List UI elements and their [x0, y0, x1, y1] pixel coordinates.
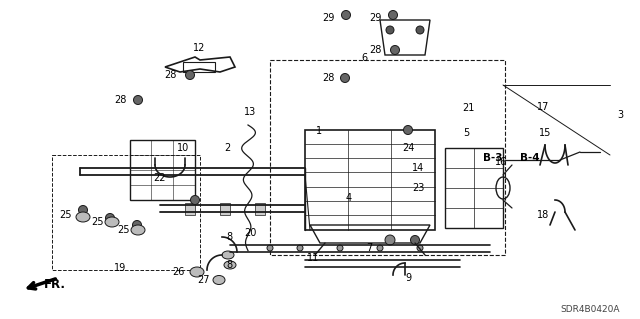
Text: 12: 12	[193, 43, 205, 53]
Circle shape	[386, 26, 394, 34]
Text: FR.: FR.	[44, 278, 66, 292]
Circle shape	[186, 70, 195, 79]
Bar	[255, 203, 265, 215]
Text: 4: 4	[346, 193, 352, 203]
Circle shape	[267, 245, 273, 251]
Circle shape	[342, 11, 351, 19]
Text: 21: 21	[462, 103, 474, 113]
Text: 25: 25	[59, 210, 71, 220]
Text: 25: 25	[91, 217, 103, 227]
Ellipse shape	[131, 225, 145, 235]
Circle shape	[403, 125, 413, 135]
Circle shape	[417, 245, 423, 251]
Ellipse shape	[105, 217, 119, 227]
Circle shape	[106, 213, 115, 222]
Circle shape	[191, 196, 200, 204]
Circle shape	[132, 220, 141, 229]
Text: 24: 24	[402, 143, 414, 153]
Text: SDR4B0420A: SDR4B0420A	[561, 306, 620, 315]
Text: 2: 2	[224, 143, 230, 153]
Text: 5: 5	[463, 128, 469, 138]
Text: 15: 15	[539, 128, 551, 138]
Circle shape	[390, 46, 399, 55]
Text: 6: 6	[361, 53, 367, 63]
Text: 20: 20	[244, 228, 256, 238]
Text: 3: 3	[617, 110, 623, 120]
Text: 13: 13	[244, 107, 256, 117]
Bar	[130, 140, 195, 200]
Text: 22: 22	[153, 173, 165, 183]
Text: 25: 25	[116, 225, 129, 235]
Ellipse shape	[222, 251, 234, 259]
Text: 26: 26	[172, 267, 184, 277]
Text: 28: 28	[322, 73, 334, 83]
Text: B-4: B-4	[520, 153, 540, 163]
Bar	[270, 60, 505, 255]
Circle shape	[410, 235, 419, 244]
Text: B-3: B-3	[483, 153, 503, 163]
Circle shape	[337, 245, 343, 251]
Bar	[52, 155, 200, 270]
Circle shape	[79, 205, 88, 214]
Ellipse shape	[224, 261, 236, 269]
Text: 29: 29	[369, 13, 381, 23]
Text: 8: 8	[226, 260, 232, 270]
Text: 27: 27	[196, 275, 209, 285]
Bar	[220, 203, 230, 215]
Circle shape	[340, 73, 349, 83]
Bar	[305, 130, 435, 230]
Text: 8: 8	[226, 232, 232, 242]
Text: 16: 16	[495, 157, 507, 167]
Circle shape	[385, 235, 395, 245]
Bar	[185, 203, 195, 215]
Ellipse shape	[190, 267, 204, 277]
Text: 17: 17	[537, 102, 549, 112]
Bar	[445, 148, 503, 228]
Ellipse shape	[76, 212, 90, 222]
Text: 18: 18	[537, 210, 549, 220]
Circle shape	[134, 95, 143, 105]
Text: 29: 29	[322, 13, 334, 23]
Circle shape	[388, 11, 397, 19]
Circle shape	[416, 26, 424, 34]
Text: 9: 9	[405, 273, 411, 283]
Text: 28: 28	[114, 95, 126, 105]
Circle shape	[297, 245, 303, 251]
Ellipse shape	[213, 276, 225, 285]
Text: 1: 1	[316, 126, 322, 136]
Text: 28: 28	[369, 45, 381, 55]
Text: 10: 10	[177, 143, 189, 153]
Text: 28: 28	[164, 70, 176, 80]
Text: 7: 7	[366, 243, 372, 253]
Text: 14: 14	[412, 163, 424, 173]
Circle shape	[377, 245, 383, 251]
Text: 23: 23	[412, 183, 424, 193]
Text: 11: 11	[307, 253, 319, 263]
Bar	[183, 62, 215, 72]
Text: 19: 19	[114, 263, 126, 273]
